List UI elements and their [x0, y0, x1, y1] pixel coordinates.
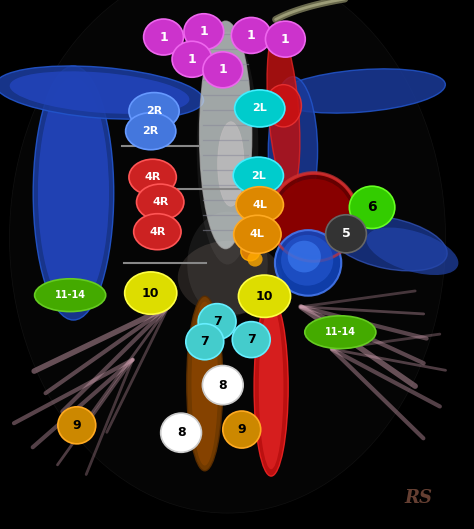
- Ellipse shape: [58, 407, 96, 444]
- Text: 7: 7: [201, 335, 209, 348]
- Ellipse shape: [134, 214, 181, 250]
- Ellipse shape: [218, 122, 244, 206]
- Ellipse shape: [198, 304, 236, 340]
- Ellipse shape: [265, 21, 305, 57]
- Ellipse shape: [330, 216, 447, 271]
- Text: 2R: 2R: [146, 106, 162, 116]
- Ellipse shape: [186, 324, 224, 360]
- Text: 1: 1: [281, 33, 290, 45]
- Text: 9: 9: [237, 423, 246, 436]
- Ellipse shape: [247, 252, 263, 267]
- Ellipse shape: [9, 71, 190, 114]
- Ellipse shape: [288, 241, 321, 272]
- Text: 4R: 4R: [145, 172, 161, 182]
- Text: 7: 7: [213, 315, 221, 328]
- Text: RS: RS: [404, 489, 432, 507]
- Text: 11-14: 11-14: [55, 290, 86, 300]
- Text: 1: 1: [247, 29, 255, 42]
- Text: 5: 5: [342, 227, 350, 240]
- Text: 1: 1: [188, 53, 196, 66]
- Ellipse shape: [223, 411, 261, 448]
- Ellipse shape: [161, 413, 201, 452]
- Ellipse shape: [200, 21, 252, 249]
- Ellipse shape: [178, 241, 282, 315]
- Ellipse shape: [366, 227, 458, 275]
- Ellipse shape: [129, 93, 179, 130]
- Ellipse shape: [172, 41, 212, 77]
- Ellipse shape: [126, 113, 176, 150]
- Ellipse shape: [144, 19, 183, 55]
- Ellipse shape: [275, 69, 446, 113]
- Text: 10: 10: [142, 287, 159, 299]
- Ellipse shape: [270, 174, 357, 260]
- Text: 4R: 4R: [149, 227, 165, 236]
- Ellipse shape: [125, 272, 177, 314]
- Ellipse shape: [305, 316, 376, 349]
- Ellipse shape: [349, 186, 395, 229]
- Text: 4L: 4L: [250, 230, 265, 239]
- Ellipse shape: [267, 30, 300, 193]
- Ellipse shape: [235, 90, 285, 127]
- Ellipse shape: [184, 14, 224, 50]
- Text: 1: 1: [219, 63, 227, 76]
- Ellipse shape: [275, 230, 341, 296]
- Text: 9: 9: [73, 419, 81, 432]
- Ellipse shape: [129, 159, 176, 195]
- Ellipse shape: [202, 366, 243, 405]
- Text: 2L: 2L: [252, 104, 267, 113]
- Text: 10: 10: [256, 290, 273, 303]
- Ellipse shape: [275, 179, 353, 255]
- Ellipse shape: [265, 85, 301, 127]
- Ellipse shape: [233, 157, 283, 194]
- Ellipse shape: [9, 0, 446, 513]
- Ellipse shape: [38, 77, 109, 309]
- Ellipse shape: [191, 302, 218, 466]
- Text: 6: 6: [367, 200, 377, 214]
- Text: 2L: 2L: [251, 171, 266, 180]
- Ellipse shape: [254, 298, 288, 476]
- Ellipse shape: [241, 242, 260, 261]
- Ellipse shape: [35, 279, 106, 312]
- Ellipse shape: [187, 212, 268, 317]
- Text: 4R: 4R: [152, 197, 168, 207]
- Ellipse shape: [231, 17, 271, 53]
- Text: 8: 8: [177, 426, 185, 439]
- Ellipse shape: [197, 32, 258, 264]
- Text: 8: 8: [219, 379, 227, 391]
- Ellipse shape: [326, 215, 366, 253]
- Ellipse shape: [0, 66, 203, 119]
- Ellipse shape: [232, 322, 270, 358]
- Ellipse shape: [203, 52, 243, 88]
- Text: 4L: 4L: [252, 200, 267, 209]
- Ellipse shape: [234, 215, 281, 253]
- Text: 1: 1: [159, 31, 168, 43]
- Text: 11-14: 11-14: [325, 327, 356, 337]
- Ellipse shape: [236, 187, 283, 223]
- Ellipse shape: [33, 66, 114, 320]
- Ellipse shape: [238, 275, 291, 317]
- Text: 1: 1: [200, 25, 208, 38]
- Ellipse shape: [137, 184, 184, 220]
- Text: 2R: 2R: [143, 126, 159, 136]
- Ellipse shape: [281, 235, 333, 286]
- Text: 7: 7: [247, 333, 255, 346]
- Ellipse shape: [259, 305, 283, 469]
- Ellipse shape: [187, 296, 223, 471]
- Ellipse shape: [268, 77, 318, 225]
